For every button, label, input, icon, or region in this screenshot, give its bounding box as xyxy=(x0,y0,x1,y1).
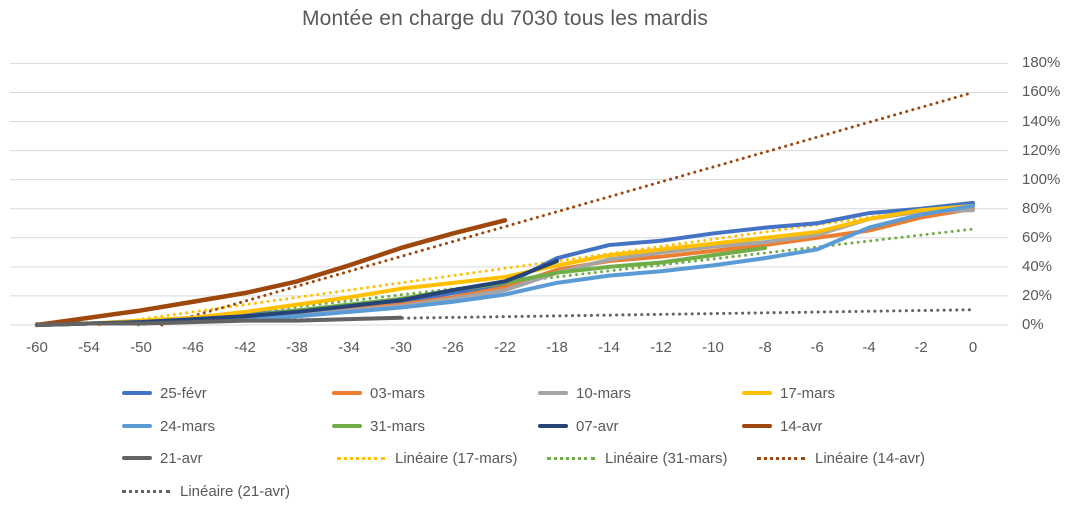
x-tick-label: -2 xyxy=(914,339,928,356)
x-tick-label: -38 xyxy=(286,339,308,356)
legend-item-17-mars[interactable]: 17-mars xyxy=(742,383,835,403)
legend-label: 21-avr xyxy=(160,449,203,467)
x-tick-label: -46 xyxy=(182,339,204,356)
series-24-mars[interactable] xyxy=(35,203,975,327)
y-tick-label: 120% xyxy=(1022,141,1061,159)
x-tick-label: -18 xyxy=(546,339,568,356)
legend-item-Linéaire (17-mars)[interactable]: Linéaire (17-mars) xyxy=(337,448,518,468)
legend-label: Linéaire (14-avr) xyxy=(815,449,926,467)
legend-label: Linéaire (17-mars) xyxy=(395,449,518,467)
legend-line-swatch xyxy=(538,391,568,395)
x-tick-label: -10 xyxy=(702,339,724,356)
legend-item-31-mars[interactable]: 31-mars xyxy=(332,416,425,436)
legend-item-Linéaire (14-avr)[interactable]: Linéaire (14-avr) xyxy=(757,448,925,468)
legend-item-Linéaire (31-mars)[interactable]: Linéaire (31-mars) xyxy=(547,448,728,468)
x-tick-label: -4 xyxy=(862,339,876,356)
legend-label: 14-avr xyxy=(780,417,823,435)
y-tick-label: 60% xyxy=(1022,228,1053,246)
legend-line-swatch xyxy=(332,391,362,395)
legend-label: 24-mars xyxy=(160,417,216,435)
x-tick-label: -14 xyxy=(598,339,620,356)
legend-item-Linéaire (21-avr)[interactable]: Linéaire (21-avr) xyxy=(122,481,290,501)
legend-line-swatch xyxy=(332,424,362,428)
legend-label: 31-mars xyxy=(370,417,426,435)
x-tick-label: -12 xyxy=(650,339,672,356)
legend-line-swatch xyxy=(122,391,152,395)
x-tick-label: -22 xyxy=(494,339,516,356)
legend-item-25-févr[interactable]: 25-févr xyxy=(122,383,207,403)
legend-line-swatch xyxy=(538,424,568,428)
y-tick-label: 40% xyxy=(1022,257,1053,275)
y-tick-label: 140% xyxy=(1022,112,1061,130)
legend-line-swatch xyxy=(122,424,152,428)
legend-item-14-avr[interactable]: 14-avr xyxy=(742,416,823,436)
legend-dotted-line-swatch xyxy=(547,456,595,460)
x-tick-label: -30 xyxy=(390,339,412,356)
y-tick-label: 100% xyxy=(1022,170,1061,188)
legend-label: 17-mars xyxy=(780,384,836,402)
legend-item-07-avr[interactable]: 07-avr xyxy=(538,416,619,436)
series-21-avr[interactable] xyxy=(35,315,403,327)
legend-item-03-mars[interactable]: 03-mars xyxy=(332,383,425,403)
x-tick-label: -6 xyxy=(810,339,824,356)
legend-line-swatch xyxy=(122,456,152,460)
plot-svg xyxy=(10,62,1008,328)
chart-title: Montée en charge du 7030 tous les mardis xyxy=(301,7,709,30)
x-tick-label: -50 xyxy=(130,339,152,356)
legend-label: Linéaire (31-mars) xyxy=(605,449,728,467)
x-tick-label: 0 xyxy=(968,339,978,356)
legend-line-swatch xyxy=(742,391,772,395)
legend-item-10-mars[interactable]: 10-mars xyxy=(538,383,631,403)
x-tick-label: -54 xyxy=(78,339,100,356)
y-tick-label: 180% xyxy=(1022,54,1061,72)
y-tick-label: 20% xyxy=(1022,286,1053,304)
legend-label: 07-avr xyxy=(576,417,619,435)
legend-dotted-line-swatch xyxy=(337,456,385,460)
x-tick-label: -42 xyxy=(234,339,256,356)
legend-label: Linéaire (21-avr) xyxy=(180,482,291,500)
x-tick-label: -60 xyxy=(26,339,48,356)
series-14-avr[interactable] xyxy=(34,218,508,328)
x-tick-label: -8 xyxy=(758,339,772,356)
series-31-mars[interactable] xyxy=(35,245,767,327)
legend-line-swatch xyxy=(742,424,772,428)
legend-dotted-line-swatch xyxy=(122,489,170,493)
legend-item-21-avr[interactable]: 21-avr xyxy=(122,448,203,468)
x-tick-label: -26 xyxy=(442,339,464,356)
legend-item-24-mars[interactable]: 24-mars xyxy=(122,416,215,436)
y-tick-label: 160% xyxy=(1022,83,1061,101)
y-tick-label: 0% xyxy=(1022,316,1044,333)
legend-label: 10-mars xyxy=(576,384,632,402)
trendline-Linéaire (14-avr)[interactable] xyxy=(160,90,975,327)
legend-label: 25-févr xyxy=(160,384,207,402)
legend-label: 03-mars xyxy=(370,384,426,402)
trendline-Linéaire (17-mars)[interactable] xyxy=(97,201,975,327)
legend-dotted-line-swatch xyxy=(757,456,805,460)
y-tick-label: 80% xyxy=(1022,199,1053,217)
x-tick-label: -34 xyxy=(338,339,360,356)
series-17-mars[interactable] xyxy=(35,203,975,327)
